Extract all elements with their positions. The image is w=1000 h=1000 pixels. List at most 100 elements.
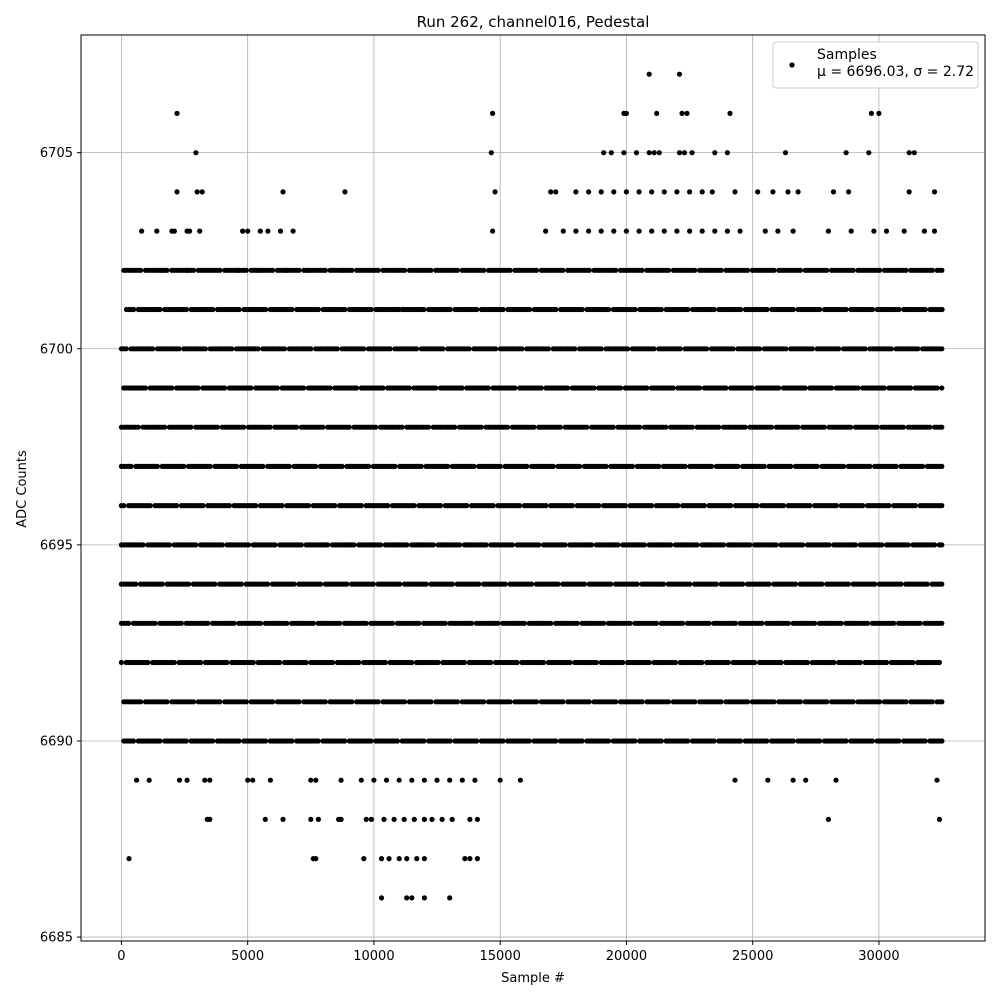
- data-point: [169, 385, 175, 391]
- data-point: [814, 463, 820, 469]
- data-point: [665, 267, 672, 273]
- data-point: [416, 620, 422, 626]
- data-point: [521, 620, 528, 626]
- data-point: [524, 463, 530, 469]
- data-point: [212, 581, 218, 587]
- data-point: [929, 267, 936, 273]
- data-point: [579, 738, 585, 744]
- data-point: [929, 699, 936, 705]
- data-point: [257, 620, 264, 626]
- data-point: [577, 463, 583, 469]
- data-point: [391, 816, 397, 823]
- data-point: [708, 463, 715, 469]
- data-point: [492, 189, 498, 195]
- data-point: [677, 346, 683, 352]
- data-point: [517, 777, 524, 783]
- data-point: [737, 228, 743, 234]
- data-point: [286, 463, 292, 469]
- data-point: [229, 346, 235, 352]
- data-point: [421, 777, 427, 783]
- data-point: [819, 581, 825, 587]
- x-axis-title: Sample #: [501, 971, 565, 986]
- data-point: [404, 856, 410, 862]
- data-point: [833, 503, 839, 509]
- data-point: [679, 110, 685, 116]
- data-point: [860, 503, 866, 509]
- data-point: [371, 777, 377, 783]
- data-point: [699, 659, 705, 666]
- data-point: [533, 699, 540, 705]
- data-point: [290, 228, 296, 234]
- data-point: [732, 620, 739, 626]
- data-point: [682, 463, 688, 469]
- data-point: [711, 306, 717, 313]
- data-point: [545, 346, 552, 352]
- data-point: [871, 228, 877, 234]
- data-point: [337, 620, 343, 626]
- data-point: [850, 699, 856, 705]
- data-point: [569, 503, 576, 509]
- data-point: [692, 267, 698, 273]
- data-point: [308, 816, 314, 823]
- data-point: [711, 738, 717, 744]
- x-tick-label: 5000: [231, 949, 264, 964]
- data-point: [661, 228, 667, 234]
- data-point: [803, 777, 809, 783]
- data-point: [404, 895, 410, 901]
- data-point: [790, 306, 796, 313]
- legend: Samples μ = 6696.03, σ = 2.72: [772, 41, 979, 89]
- data-point: [365, 463, 372, 469]
- data-point: [668, 542, 674, 548]
- data-point: [589, 542, 595, 548]
- data-point: [939, 581, 945, 587]
- data-point: [197, 228, 203, 234]
- data-point: [447, 738, 453, 744]
- data-point: [356, 659, 362, 666]
- data-point: [138, 267, 144, 273]
- data-point: [747, 542, 753, 548]
- data-point: [502, 581, 508, 587]
- y-tick-label: 6685: [40, 931, 73, 946]
- data-point: [250, 659, 256, 666]
- data-point: [267, 424, 273, 430]
- data-point: [848, 228, 854, 234]
- data-point: [146, 777, 152, 783]
- data-point: [699, 189, 705, 195]
- data-point: [363, 620, 369, 626]
- data-point: [488, 659, 494, 666]
- data-point: [526, 738, 532, 744]
- data-point: [939, 463, 945, 469]
- data-point: [526, 306, 533, 313]
- data-point: [896, 306, 902, 313]
- data-point: [724, 228, 731, 234]
- data-point: [884, 659, 890, 666]
- data-point: [342, 189, 348, 195]
- legend-label-samples: Samples: [817, 47, 877, 63]
- data-point: [174, 503, 180, 509]
- data-point: [596, 503, 602, 509]
- data-point: [483, 542, 489, 548]
- data-point: [768, 424, 775, 430]
- data-point: [386, 856, 392, 862]
- data-point: [467, 816, 473, 823]
- data-point: [891, 620, 897, 626]
- data-point: [685, 306, 691, 313]
- y-tick-label: 6695: [40, 538, 73, 553]
- data-point: [199, 189, 205, 195]
- data-point: [802, 385, 808, 391]
- data-point: [184, 267, 190, 273]
- data-point: [828, 385, 835, 391]
- data-point: [766, 581, 772, 587]
- data-point: [598, 346, 604, 352]
- data-point: [317, 581, 324, 587]
- data-point: [358, 503, 364, 509]
- data-point: [672, 659, 679, 666]
- data-point: [428, 699, 434, 705]
- data-point: [936, 816, 943, 823]
- data-point: [385, 503, 391, 509]
- data-point: [804, 659, 811, 666]
- data-point: [469, 620, 475, 626]
- data-point: [790, 777, 796, 783]
- data-point: [876, 110, 882, 116]
- data-point: [402, 267, 408, 273]
